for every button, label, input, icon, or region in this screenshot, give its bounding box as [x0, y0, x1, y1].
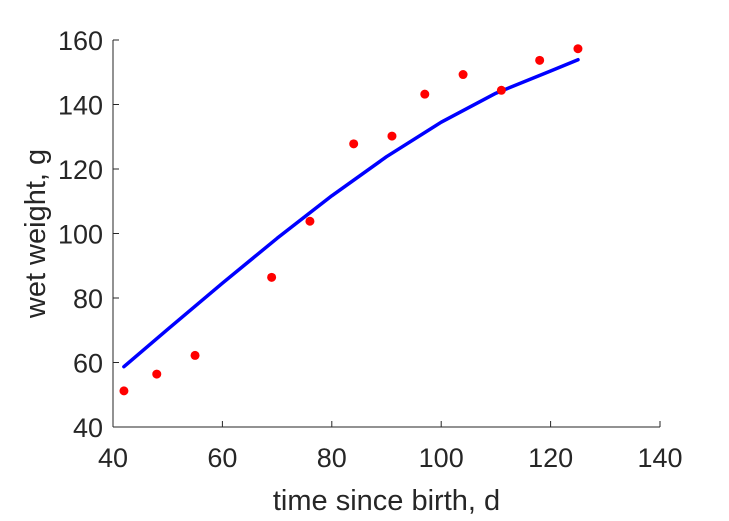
x-tick-label: 60 [207, 443, 237, 473]
ticks-layer: 40 60 80 100 120 140 40 60 80 100 120 140 160 [58, 26, 683, 473]
data-point [267, 272, 277, 282]
fit-curve-line [122, 57, 580, 369]
y-axis-label: wet weight, g [20, 149, 52, 319]
y-tick-label: 40 [73, 413, 103, 443]
y-tick-label: 100 [58, 220, 103, 250]
data-point [190, 350, 200, 360]
data-point [387, 131, 397, 141]
y-tick-label: 80 [73, 284, 103, 314]
series-layer [119, 44, 583, 396]
data-point [305, 216, 315, 226]
data-point [458, 70, 468, 80]
data-point [152, 369, 162, 379]
y-tick-label: 160 [58, 26, 103, 56]
x-tick-label: 80 [317, 443, 347, 473]
y-tick-label: 140 [58, 91, 103, 121]
data-point [349, 139, 359, 149]
x-tick-label: 40 [98, 443, 128, 473]
x-axis-label: time since birth, d [273, 485, 500, 517]
x-tick-label: 140 [637, 443, 682, 473]
x-tick-label: 120 [528, 443, 573, 473]
data-point [573, 44, 583, 54]
x-tick-label: 100 [419, 443, 464, 473]
data-point [420, 89, 430, 99]
y-tick-label: 120 [58, 155, 103, 185]
data-point [535, 55, 545, 65]
y-tick-label: 60 [73, 349, 103, 379]
data-point [496, 85, 506, 95]
data-point [119, 386, 129, 396]
